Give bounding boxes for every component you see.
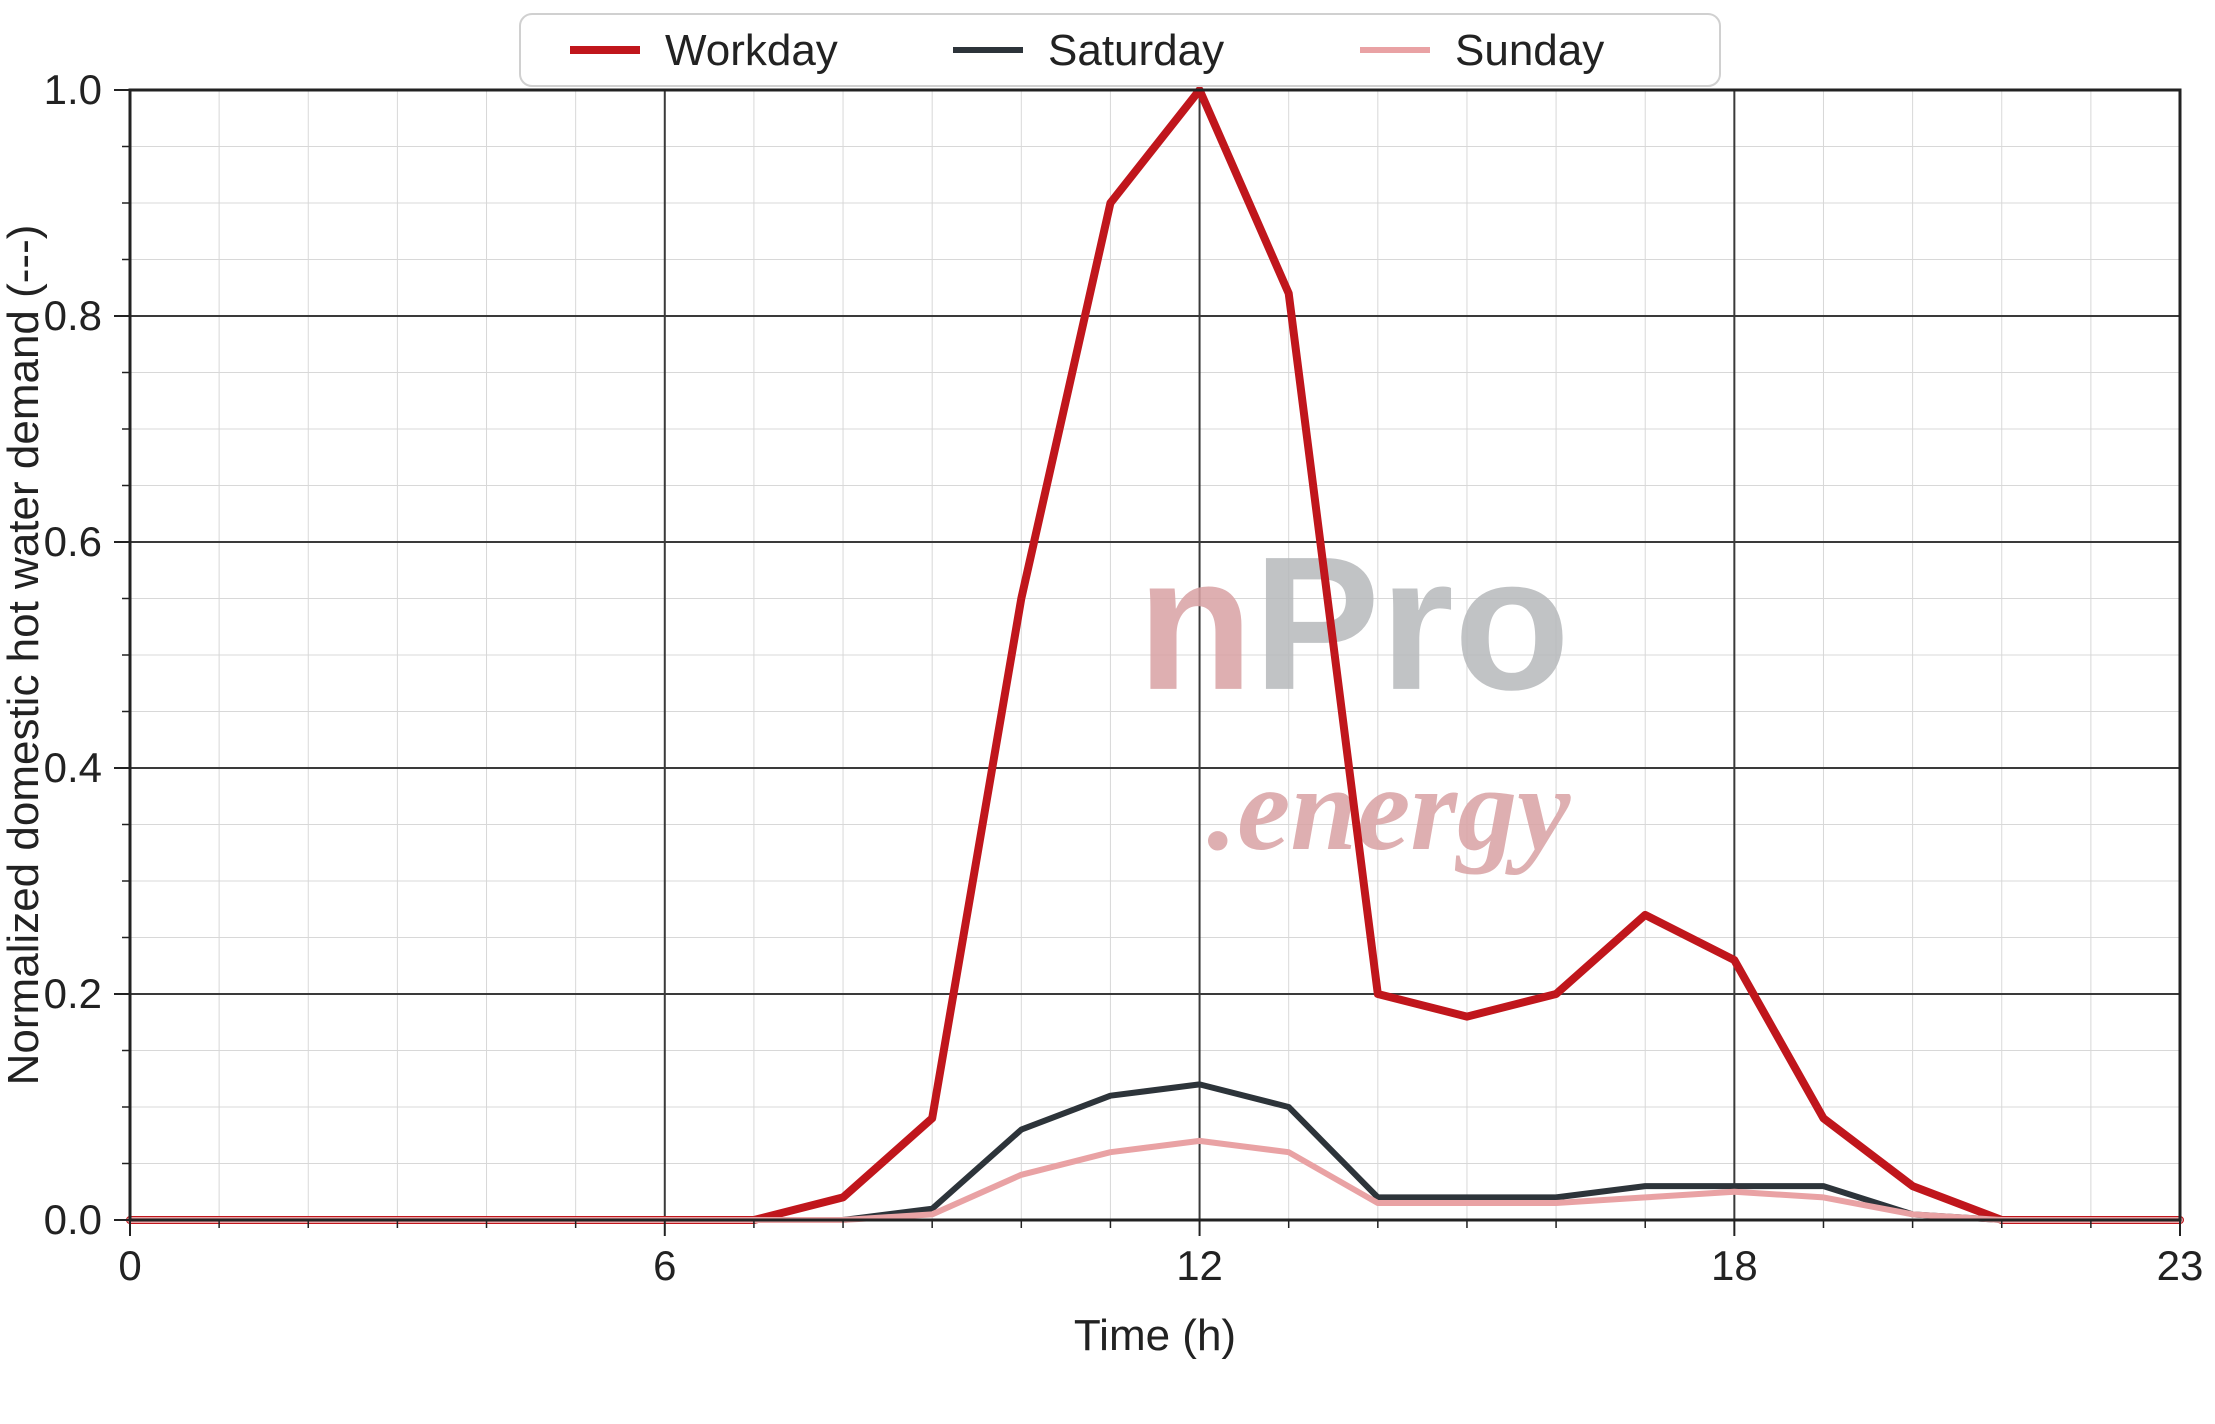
x-axis-label: Time (h)	[1074, 1311, 1236, 1360]
y-tick-label: 0.0	[44, 1196, 102, 1243]
legend-label: Workday	[665, 26, 838, 75]
y-tick-label: 0.6	[44, 518, 102, 565]
chart-container: { "chart": { "type": "line", "background…	[0, 0, 2215, 1424]
y-tick-label: 1.0	[44, 66, 102, 113]
y-tick-label: 0.2	[44, 970, 102, 1017]
svg-text:.energy: .energy	[1207, 742, 1571, 875]
x-tick-label: 0	[118, 1242, 141, 1289]
x-tick-label: 18	[1711, 1242, 1758, 1289]
chart-svg: nPro.energy 0 6 12 18 23 0.0 0.2 0.4 0.6 0.8 1.0 Tim…	[0, 0, 2215, 1424]
y-axis-label: Normalized domestic hot water demand (--…	[0, 225, 48, 1086]
legend-label: Saturday	[1048, 26, 1224, 75]
y-tick-label: 0.8	[44, 292, 102, 339]
y-tick-label: 0.4	[44, 744, 102, 791]
legend-label: Sunday	[1455, 26, 1604, 75]
x-tick-label: 23	[2157, 1242, 2204, 1289]
x-tick-label: 12	[1176, 1242, 1223, 1289]
x-tick-label: 6	[653, 1242, 676, 1289]
svg-text:nPro: nPro	[1137, 518, 1570, 730]
